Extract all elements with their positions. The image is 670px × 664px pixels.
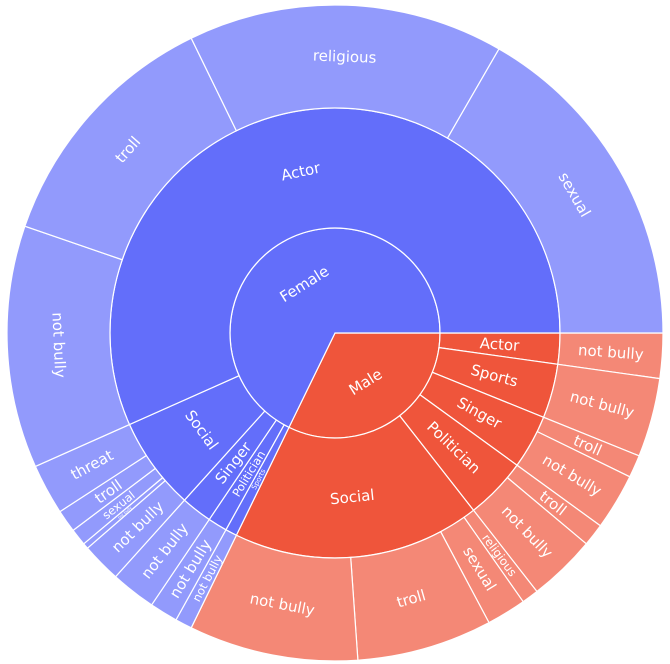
sector-label: not bully (577, 341, 644, 364)
sector-label: religious (313, 47, 377, 67)
leaf-sector[interactable] (446, 48, 664, 334)
sector-label: Actor (479, 334, 520, 355)
sector-label: Social (329, 486, 375, 509)
sector-label: not bully (48, 312, 69, 378)
